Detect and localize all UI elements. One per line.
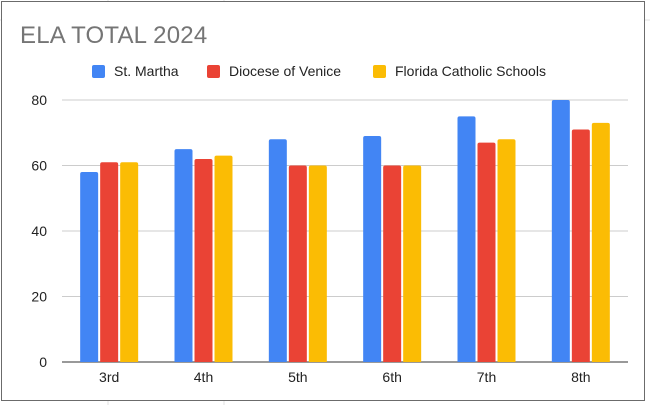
x-tick-label: 5th	[288, 369, 307, 385]
legend-swatch-st-martha	[92, 64, 105, 78]
bar-diocese-of-venice-7th	[477, 142, 496, 362]
legend-item-diocese-of-venice: Diocese of Venice	[207, 60, 341, 82]
bar-florida-catholic-schools-6th	[403, 165, 422, 362]
y-tick-label: 80	[31, 92, 47, 108]
bar-diocese-of-venice-8th	[571, 129, 590, 362]
bar-diocese-of-venice-3rd	[100, 162, 119, 362]
bar-florida-catholic-schools-8th	[591, 122, 610, 362]
bar-florida-catholic-schools-5th	[308, 165, 327, 362]
bar-st-martha-5th	[268, 139, 287, 362]
legend-swatch-diocese-of-venice	[207, 64, 220, 78]
x-tick-label: 8th	[571, 369, 590, 385]
y-tick-label: 20	[31, 289, 47, 305]
legend-swatch-florida-catholic-schools	[373, 64, 386, 78]
bar-diocese-of-venice-5th	[288, 165, 307, 362]
y-tick-label: 40	[31, 223, 47, 239]
legend-label-st-martha: St. Martha	[114, 63, 179, 79]
bar-st-martha-8th	[551, 100, 570, 362]
bar-diocese-of-venice-6th	[383, 165, 402, 362]
bar-st-martha-6th	[363, 136, 382, 362]
y-tick-label: 60	[31, 158, 47, 174]
x-tick-label: 7th	[477, 369, 496, 385]
bar-florida-catholic-schools-7th	[497, 139, 516, 362]
bar-st-martha-7th	[457, 116, 476, 362]
x-tick-label: 4th	[194, 369, 213, 385]
y-tick-label: 0	[39, 354, 47, 370]
legend-label-diocese-of-venice: Diocese of Venice	[229, 63, 342, 79]
x-tick-label: 3rd	[99, 369, 119, 385]
bar-florida-catholic-schools-4th	[214, 155, 233, 362]
legend-item-st-martha: St. Martha	[92, 60, 179, 82]
legend-item-florida-catholic-schools: Florida Catholic Schools	[373, 60, 546, 82]
legend-label-florida-catholic-schools: Florida Catholic Schools	[395, 63, 546, 79]
bar-florida-catholic-schools-3rd	[120, 162, 139, 362]
bar-st-martha-4th	[174, 149, 193, 362]
chart-title: ELA TOTAL 2024	[20, 22, 208, 49]
x-tick-label: 6th	[382, 369, 401, 385]
bar-st-martha-3rd	[80, 172, 99, 362]
bar-diocese-of-venice-4th	[194, 158, 213, 362]
chart-legend: St. Martha Diocese of Venice Florida Cat…	[0, 60, 650, 82]
